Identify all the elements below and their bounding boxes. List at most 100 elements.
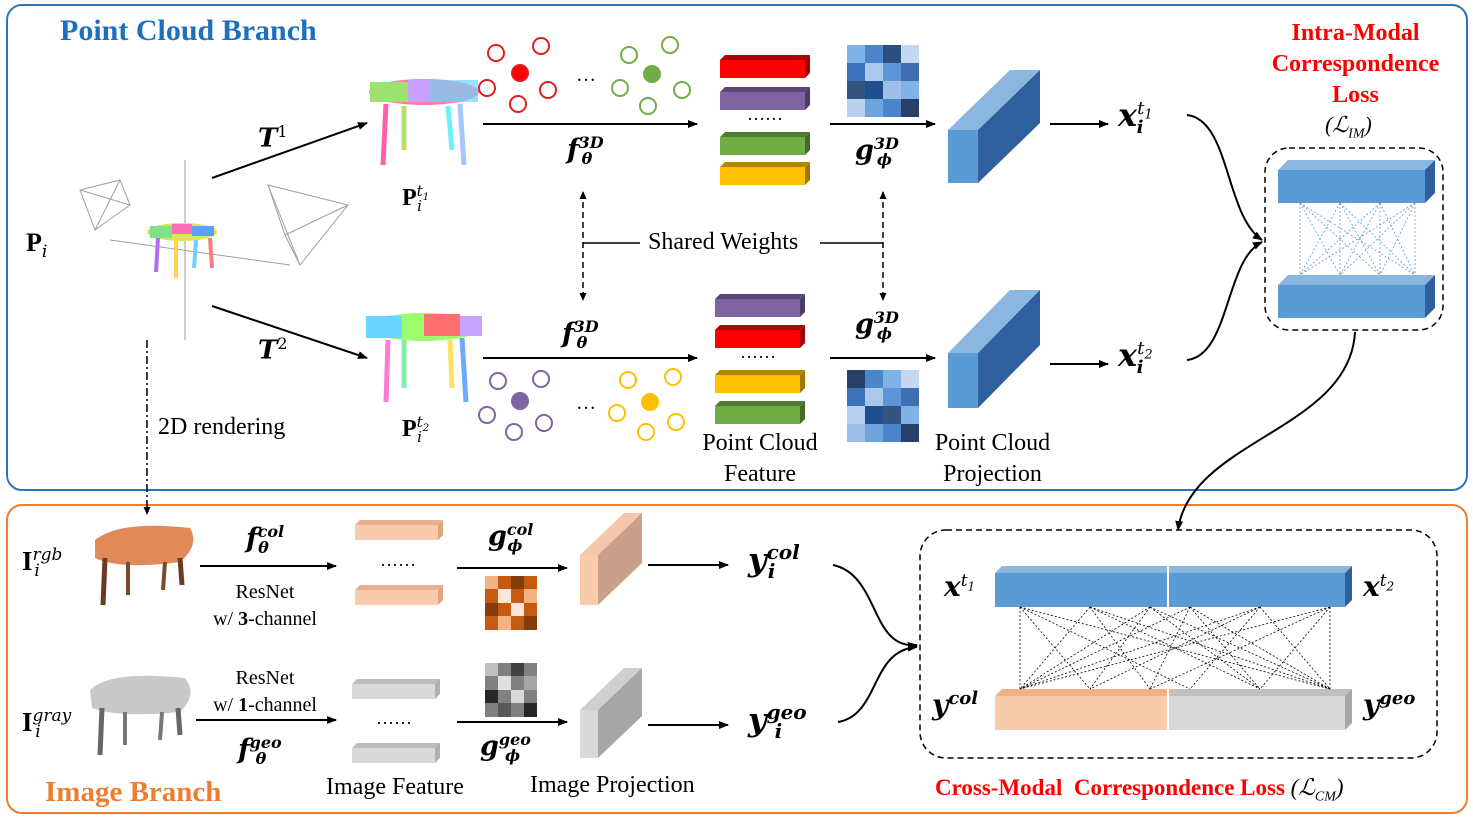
pc-projection-caption-line-1: Point Cloud	[934, 430, 1051, 456]
transform-arrow-2	[211, 305, 368, 359]
pc-output-label-1: xt1i	[1118, 96, 1153, 139]
rgb-encoder-label: fcolθ	[246, 522, 284, 558]
image-feature-caption: Image Feature	[326, 774, 464, 800]
resnet-1-channel-label: ResNet w/ 1-channel	[190, 665, 340, 719]
g2-symbol: g	[855, 309, 874, 340]
augmented-pc-label-1: Pt1i	[402, 182, 429, 215]
fcol-sub: θ	[258, 538, 269, 558]
igray-sub: i	[35, 722, 41, 743]
ygeo-sup: geo	[766, 700, 807, 724]
rgb-image-label: Irgbi	[22, 545, 62, 581]
cross-curve-gray	[837, 643, 918, 723]
transform-label-2: T2	[258, 334, 288, 366]
gray-projection-grid	[485, 663, 537, 717]
transform-label-1: T1	[258, 122, 288, 154]
input-point-cloud-icon	[79, 160, 349, 340]
ycol-sub: i	[767, 559, 776, 584]
augmented-table-1-icon	[369, 79, 479, 166]
cx2-t: t	[1379, 570, 1387, 591]
rgb-output-label: ycoli	[748, 540, 800, 584]
pc-feature-caption-line-1: Point Cloud	[702, 430, 818, 456]
g1-sup: 3D	[873, 134, 899, 153]
pc-feature-dots-1: ……	[747, 104, 783, 124]
rgb-projection-block	[580, 513, 642, 605]
intra-modal-feature-bottom	[1278, 275, 1435, 318]
pc-feature-stack-2	[715, 294, 805, 424]
x1-sup: t1	[1137, 98, 1153, 123]
graph-node-purple-icon	[478, 370, 553, 441]
cross-symbol-text: (ℒ	[1290, 775, 1315, 800]
resnet-3-line-1: ResNet	[235, 581, 295, 603]
gray-output-label: ygeoi	[748, 700, 807, 743]
pc-feature-caption: Point Cloud Feature	[690, 428, 830, 490]
fcol-sup: col	[257, 522, 285, 541]
p-sub: i	[41, 242, 48, 263]
f2-symbol: f	[562, 318, 574, 349]
igray-sup: gray	[32, 706, 72, 726]
f1-symbol: f	[567, 134, 579, 165]
intra-modal-title-line-2: Correspondence	[1271, 51, 1440, 77]
projection-weight-grid-1	[847, 45, 919, 117]
f2-sup: 3D	[573, 317, 599, 336]
x2-sup: t2	[1137, 338, 1153, 363]
pc-projection-block-2	[948, 290, 1040, 408]
ygeo-symbol: y	[748, 700, 767, 739]
intra-modal-loss-symbol: (ℒIM)	[1325, 112, 1372, 142]
p-symbol: P	[26, 228, 42, 257]
rgb-table-icon	[95, 525, 194, 606]
rgb-feature-stack	[355, 520, 443, 605]
cross-x-t1-label: xt1	[944, 570, 975, 603]
fgeo-sup: geo	[249, 733, 282, 752]
pt2-t-sub: 2	[422, 423, 430, 434]
pc-encoder-label-1: f3Dθ	[567, 133, 604, 168]
shared-weights-label: Shared Weights	[648, 229, 799, 255]
cross-modal-y-feature	[995, 689, 1352, 730]
point-cloud-branch-box	[6, 4, 1468, 491]
resnet-1-line-2: w/ 1-channel	[190, 692, 340, 719]
graph-node-red-icon	[478, 37, 557, 113]
cygeo-sup: geo	[1379, 688, 1416, 709]
t2-sup: 2	[277, 334, 288, 353]
pt2-sup: t2	[416, 413, 430, 434]
pt1-t: t	[416, 182, 423, 200]
resnet-3-number: 3	[238, 608, 249, 630]
graph-ellipsis-bottom: …	[576, 392, 596, 414]
x2-t-sub: 2	[1144, 347, 1153, 363]
x1-sub: i	[1136, 117, 1144, 139]
cross-modal-connections	[1019, 606, 1331, 690]
g1-sub: ϕ	[876, 150, 892, 170]
pt1-sup: t1	[416, 182, 429, 203]
intra-modal-title-line-3: Loss	[1332, 82, 1379, 108]
intra-modal-feature-top	[1278, 160, 1435, 203]
cross-modal-symbol: (ℒCM)	[1290, 775, 1344, 805]
fgeo-sub: θ	[255, 749, 267, 769]
resnet-3-channel-label: ResNet w/ 3-channel	[190, 579, 340, 633]
fgeo-symbol: f	[238, 734, 250, 765]
cross-modal-loss-box	[919, 529, 1438, 759]
input-point-cloud-label: Pi	[26, 228, 47, 262]
ggeo-symbol: g	[480, 731, 499, 762]
cross-modal-x-feature	[995, 566, 1352, 607]
pt2-t: t	[416, 413, 423, 431]
intra-curve-1	[1186, 114, 1263, 241]
ggeo-sub: ϕ	[504, 746, 520, 766]
cross-curve-rgb	[832, 564, 918, 650]
cross-modal-title-b: Correspondence Loss	[1073, 775, 1285, 800]
g2-sub: ϕ	[876, 324, 892, 344]
cross-y-col-label: ycol	[932, 688, 978, 721]
rgb-feature-dots: ……	[380, 550, 416, 570]
x2-t: t	[1137, 338, 1145, 360]
t2-symbol: T	[258, 335, 278, 366]
intra-symbol-sub: IM	[1348, 126, 1365, 142]
pt1-symbol: P	[402, 185, 417, 211]
intra-symbol-text: (ℒ	[1325, 112, 1349, 137]
cx1-t-sub: 1	[967, 579, 976, 594]
ggeo-sup: geo	[498, 730, 531, 749]
gray-feature-stack	[352, 679, 440, 763]
cx2-symbol: x	[1363, 570, 1380, 603]
gcol-sub: ϕ	[507, 536, 523, 556]
cx1-sup: t1	[960, 570, 976, 594]
cx1-t: t	[960, 570, 968, 591]
image-branch-title: Image Branch	[45, 776, 222, 808]
